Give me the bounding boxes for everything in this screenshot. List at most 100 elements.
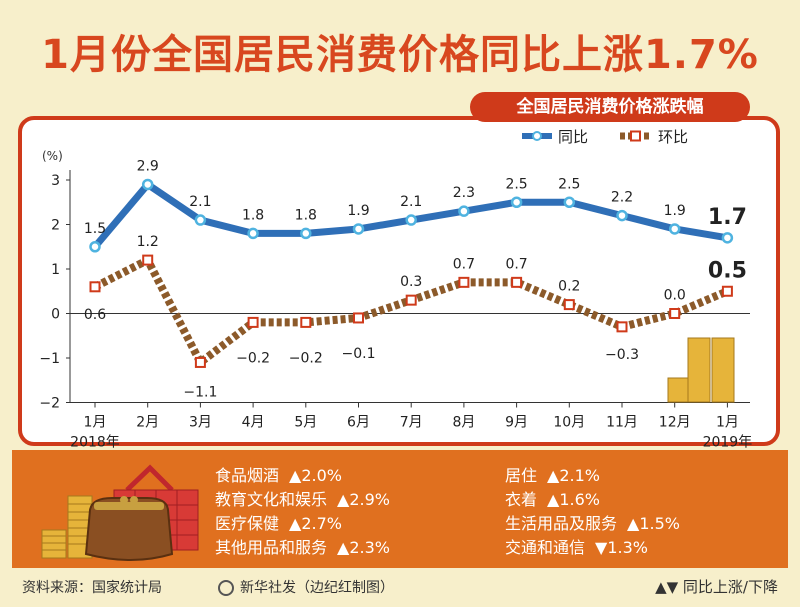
yoy-point	[194, 214, 207, 226]
category-item: 食品烟酒 ▲2.0%	[215, 462, 342, 486]
legend-mom-marker	[630, 130, 641, 142]
mom-data-label: −1.1	[183, 384, 217, 400]
mom-point	[300, 316, 312, 328]
yoy-data-label: 2.1	[400, 194, 422, 210]
yoy-data-label: 2.5	[558, 176, 580, 192]
legend-yoy-label: 同比	[558, 128, 588, 146]
chart-subtitle: 全国居民消费价格涨跌幅	[470, 92, 750, 122]
category-value: ▲2.3%	[337, 538, 390, 557]
category-label: 食品烟酒	[215, 466, 280, 485]
legend-mom-label: 环比	[658, 128, 688, 146]
yoy-data-label: 2.5	[505, 176, 527, 192]
yoy-data-label: 1.8	[242, 207, 264, 223]
category-label: 居住	[505, 466, 538, 485]
y-tick-label: −2	[39, 396, 60, 412]
mom-point	[616, 321, 628, 333]
x-tick-label: 1月	[716, 415, 739, 431]
category-item: 医疗保健 ▲2.7%	[215, 510, 342, 534]
category-label: 医疗保健	[215, 514, 280, 533]
yoy-data-label: 1.5	[84, 221, 106, 237]
category-value: ▲2.1%	[547, 466, 600, 485]
x-tick-label: 12月	[659, 415, 691, 431]
coin-stack-icon	[41, 495, 93, 559]
data-source: 资料来源：国家统计局	[22, 580, 162, 596]
y-tick-label: 3	[51, 173, 60, 189]
page-title: 1月份全国居民消费价格同比上涨1.7%	[41, 32, 759, 78]
yoy-point	[141, 178, 154, 191]
category-value: ▲2.0%	[289, 466, 342, 485]
mom-point	[247, 316, 259, 328]
mom-data-label: 0.2	[558, 279, 580, 295]
category-label: 其他用品和服务	[215, 538, 328, 557]
purse-icon	[84, 496, 174, 561]
price-chart: (%) 3 2 1 0 −1 −2 1月 2月 3月 4月 5月 6月 7月 8月 9月 10月 11月 12月 1月…	[39, 128, 753, 451]
mom-data-label: 1.2	[137, 234, 159, 250]
mom-data-label: 0.7	[505, 256, 527, 272]
y-tick-label: 1	[51, 262, 60, 278]
category-item: 居住 ▲2.1%	[505, 462, 600, 486]
x-tick-label: 9月	[505, 415, 528, 431]
mom-data-label: 0.3	[400, 274, 422, 290]
category-item: 生活用品及服务 ▲1.5%	[505, 510, 680, 534]
x-tick-label: 11月	[606, 415, 638, 431]
mom-point	[353, 312, 364, 324]
mom-point	[89, 281, 101, 293]
mom-point	[142, 254, 154, 266]
category-label: 衣着	[505, 490, 538, 509]
shopping-basket-illustration	[41, 464, 199, 561]
legend-note: ▲▼ 同比上涨/下降	[655, 578, 778, 596]
mom-data-label: 0.5	[708, 258, 747, 283]
x-tick-label: 3月	[189, 415, 212, 431]
category-label: 交通和通信	[505, 538, 586, 557]
x-tick-label: 8月	[452, 415, 475, 431]
yoy-point	[510, 196, 523, 208]
x-tick-label: 1月	[84, 415, 107, 431]
credit-text: 新华社发（边纪红制图）	[240, 580, 394, 596]
year-label-start: 2018年	[70, 435, 120, 451]
category-value: ▲1.6%	[547, 490, 600, 509]
yoy-data-label: 1.9	[664, 203, 686, 219]
yoy-point	[668, 223, 681, 235]
mom-point	[669, 308, 681, 319]
yoy-data-label: 1.7	[708, 205, 747, 230]
x-tick-label: 4月	[242, 415, 265, 431]
category-item: 衣着 ▲1.6%	[505, 486, 600, 510]
category-item: 教育文化和娱乐 ▲2.9%	[215, 486, 390, 510]
coin-stack-icon	[667, 377, 691, 403]
x-tick-label: 7月	[400, 415, 423, 431]
category-value: ▲2.7%	[289, 514, 342, 533]
yoy-data-label: 1.8	[295, 207, 317, 223]
category-value: ▼1.3%	[595, 538, 648, 557]
category-item: 交通和通信 ▼1.3%	[505, 534, 648, 558]
x-tick-label: 5月	[294, 415, 317, 431]
category-label: 教育文化和娱乐	[215, 490, 328, 509]
yoy-data-label: 2.3	[453, 185, 475, 201]
yoy-point	[563, 196, 576, 208]
mom-point	[721, 285, 733, 297]
mom-data-label: −0.1	[342, 346, 376, 362]
agency-emblem-icon	[218, 580, 234, 596]
y-tick-label: 0	[51, 307, 60, 323]
mom-point	[458, 276, 470, 288]
year-label-end: 2019年	[703, 435, 753, 451]
coin-stack-icon	[711, 337, 735, 403]
y-tick-label: −1	[39, 351, 60, 367]
mom-point	[511, 276, 523, 288]
category-value: ▲1.5%	[627, 514, 680, 533]
category-label: 生活用品及服务	[505, 514, 618, 533]
yoy-point	[721, 232, 734, 244]
category-item: 其他用品和服务 ▲2.3%	[215, 534, 390, 558]
coin-stack-icon	[687, 337, 711, 403]
yoy-point	[458, 205, 470, 217]
y-axis-unit: (%)	[42, 149, 63, 163]
y-tick-label: 2	[51, 218, 60, 234]
yoy-point	[616, 209, 628, 222]
yoy-data-label: 2.9	[137, 158, 159, 174]
mom-point	[194, 356, 206, 368]
yoy-data-label: 1.9	[347, 203, 369, 219]
legend-yoy-marker	[532, 131, 542, 141]
mom-data-label: 0.6	[84, 307, 106, 323]
mom-point	[563, 299, 575, 311]
x-tick-label: 10月	[553, 415, 585, 431]
category-band	[12, 450, 788, 568]
